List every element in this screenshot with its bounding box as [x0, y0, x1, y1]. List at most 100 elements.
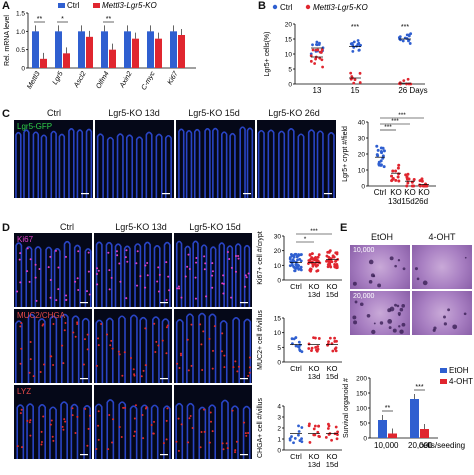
data-point — [331, 349, 335, 353]
legend-swatch-ko — [93, 3, 100, 8]
stain-dot — [61, 425, 64, 428]
bar-ctrl — [32, 31, 39, 68]
y-tick-label: 30 — [274, 234, 282, 241]
data-point — [381, 154, 385, 158]
villus-outline — [307, 129, 315, 198]
villus-outline — [15, 242, 23, 307]
data-point — [288, 264, 292, 268]
stain-dot — [211, 430, 214, 433]
organoid — [388, 326, 392, 330]
x-tick-label: 15d — [326, 372, 339, 381]
x-tick-label: KO — [309, 282, 320, 291]
micrograph-c-ctrl: Lgr5-GFP — [14, 120, 93, 198]
data-point — [294, 252, 298, 256]
stain-dot — [248, 366, 251, 369]
stain-dot — [133, 434, 136, 437]
stain-dot — [200, 343, 203, 346]
stain-dot — [165, 326, 168, 329]
stain-dot — [111, 418, 114, 421]
villus-outline — [231, 405, 239, 459]
y-tick-label: 5 — [288, 67, 292, 74]
stain-dot — [225, 442, 228, 445]
villus-outline — [60, 401, 68, 459]
organoid — [359, 302, 364, 307]
stain-dot — [136, 284, 139, 287]
stain-dot — [16, 445, 19, 448]
stain-dot — [18, 258, 21, 261]
stain-dot — [38, 268, 41, 271]
data-point — [325, 254, 329, 258]
stain-dot — [153, 420, 156, 423]
data-point — [327, 340, 330, 344]
organoid — [373, 322, 376, 325]
y-tick-label: 0 — [288, 82, 292, 89]
organoid — [447, 308, 451, 312]
stain-dot — [57, 266, 60, 269]
y-tick-label: 15 — [274, 316, 282, 323]
villus-outline — [297, 133, 305, 198]
stain-dot — [96, 267, 99, 270]
micrograph-c-13d — [95, 120, 174, 198]
stain-dot — [20, 408, 23, 411]
stain-dot — [186, 338, 189, 341]
stain-dot — [42, 415, 45, 418]
organoid — [389, 306, 395, 312]
y-tick-label: 4 — [277, 404, 281, 411]
data-point — [396, 166, 400, 170]
villus-outline — [73, 244, 81, 307]
stain-dot — [245, 276, 248, 279]
stain-dot — [199, 446, 202, 449]
micrograph-d-lyz-13d — [94, 385, 172, 459]
villus-outline — [40, 134, 48, 198]
villus-outline — [27, 313, 36, 383]
stain-dot — [232, 366, 235, 369]
data-point-ctrl — [357, 48, 361, 52]
x-tick-label: Ctrl — [290, 364, 302, 373]
data-point-ko — [358, 71, 362, 75]
organoid — [422, 280, 428, 286]
bar-ko — [109, 49, 116, 68]
stain-dot — [213, 325, 216, 328]
stain-dot — [118, 353, 121, 356]
stain-dot — [40, 440, 43, 443]
data-point — [335, 437, 339, 441]
bar-ctrl — [170, 31, 177, 68]
villus-outline — [130, 314, 138, 383]
col-header-d-15d: Lgr5-KO 15d — [189, 222, 241, 232]
stain-dot — [29, 419, 32, 422]
villus-outline — [15, 131, 22, 198]
col-header-ctrl: Ctrl — [47, 108, 61, 118]
organoid — [463, 312, 467, 316]
micrograph-d-lyz-ctrl: LYZ — [14, 385, 92, 459]
stain-dot — [222, 282, 225, 285]
stain-dot — [208, 441, 211, 444]
stain-dot — [166, 407, 169, 410]
data-point — [292, 441, 295, 445]
organoid — [443, 322, 447, 326]
stain-dot — [234, 449, 237, 452]
scale-bar — [162, 193, 170, 195]
legend-label-ctrl: Ctrl — [67, 1, 80, 10]
stain-dot — [55, 299, 58, 302]
villus-outline — [152, 316, 160, 383]
data-point — [334, 259, 338, 263]
stain-dot — [50, 419, 53, 422]
stain-dot — [95, 364, 98, 367]
villus-outline — [71, 315, 80, 383]
villus-outline — [200, 244, 208, 307]
stain-dot — [190, 364, 193, 367]
villus-outline — [208, 404, 217, 459]
organoid — [379, 321, 384, 325]
x-tick-label: KO — [309, 452, 320, 461]
stain-dot — [97, 410, 100, 413]
data-point-ctrl — [357, 41, 361, 45]
stain-dot — [211, 274, 214, 277]
data-point — [296, 345, 300, 348]
villus-outline — [208, 313, 217, 383]
stain-dot — [234, 451, 237, 454]
stain-dot — [205, 295, 208, 298]
data-point — [390, 179, 394, 183]
stain-dot — [111, 441, 114, 444]
data-point — [335, 266, 339, 269]
data-point — [329, 259, 333, 263]
